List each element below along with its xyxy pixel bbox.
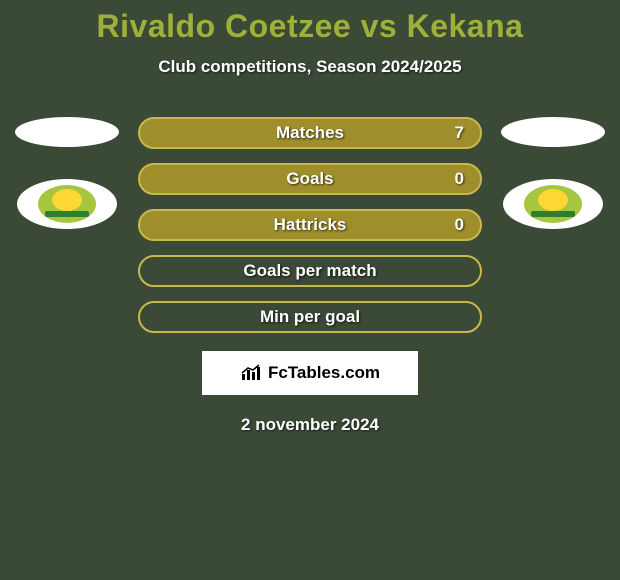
stat-label: Goals	[286, 169, 333, 189]
stat-label: Min per goal	[260, 307, 360, 327]
club-badge-left-inner	[38, 185, 96, 223]
club-badge-right	[503, 179, 603, 229]
stat-row-goals-per-match: Goals per match	[138, 255, 482, 287]
player-left-placeholder	[15, 117, 119, 147]
stat-label: Matches	[276, 123, 344, 143]
page-root: Rivaldo Coetzee vs Kekana Club competiti…	[0, 0, 620, 580]
brand-banner: FcTables.com	[202, 351, 418, 395]
stat-row-matches: Matches 7	[138, 117, 482, 149]
stat-label: Hattricks	[274, 215, 347, 235]
stat-value: 7	[455, 123, 464, 143]
player-right-placeholder	[501, 117, 605, 147]
stat-value: 0	[455, 215, 464, 235]
comparison-container: Matches 7 Goals 0 Hattricks 0 Goals per …	[0, 117, 620, 333]
page-subtitle: Club competitions, Season 2024/2025	[0, 57, 620, 77]
stat-row-goals: Goals 0	[138, 163, 482, 195]
brand-text: FcTables.com	[268, 363, 380, 383]
right-column	[498, 117, 608, 229]
stat-label: Goals per match	[243, 261, 376, 281]
club-badge-left	[17, 179, 117, 229]
stat-row-hattricks: Hattricks 0	[138, 209, 482, 241]
stats-bars: Matches 7 Goals 0 Hattricks 0 Goals per …	[138, 117, 482, 333]
stat-row-min-per-goal: Min per goal	[138, 301, 482, 333]
brand-chart-icon	[240, 364, 262, 382]
club-badge-right-inner	[524, 185, 582, 223]
page-title: Rivaldo Coetzee vs Kekana	[0, 0, 620, 45]
left-column	[12, 117, 122, 229]
stat-value: 0	[455, 169, 464, 189]
date-text: 2 november 2024	[0, 415, 620, 435]
